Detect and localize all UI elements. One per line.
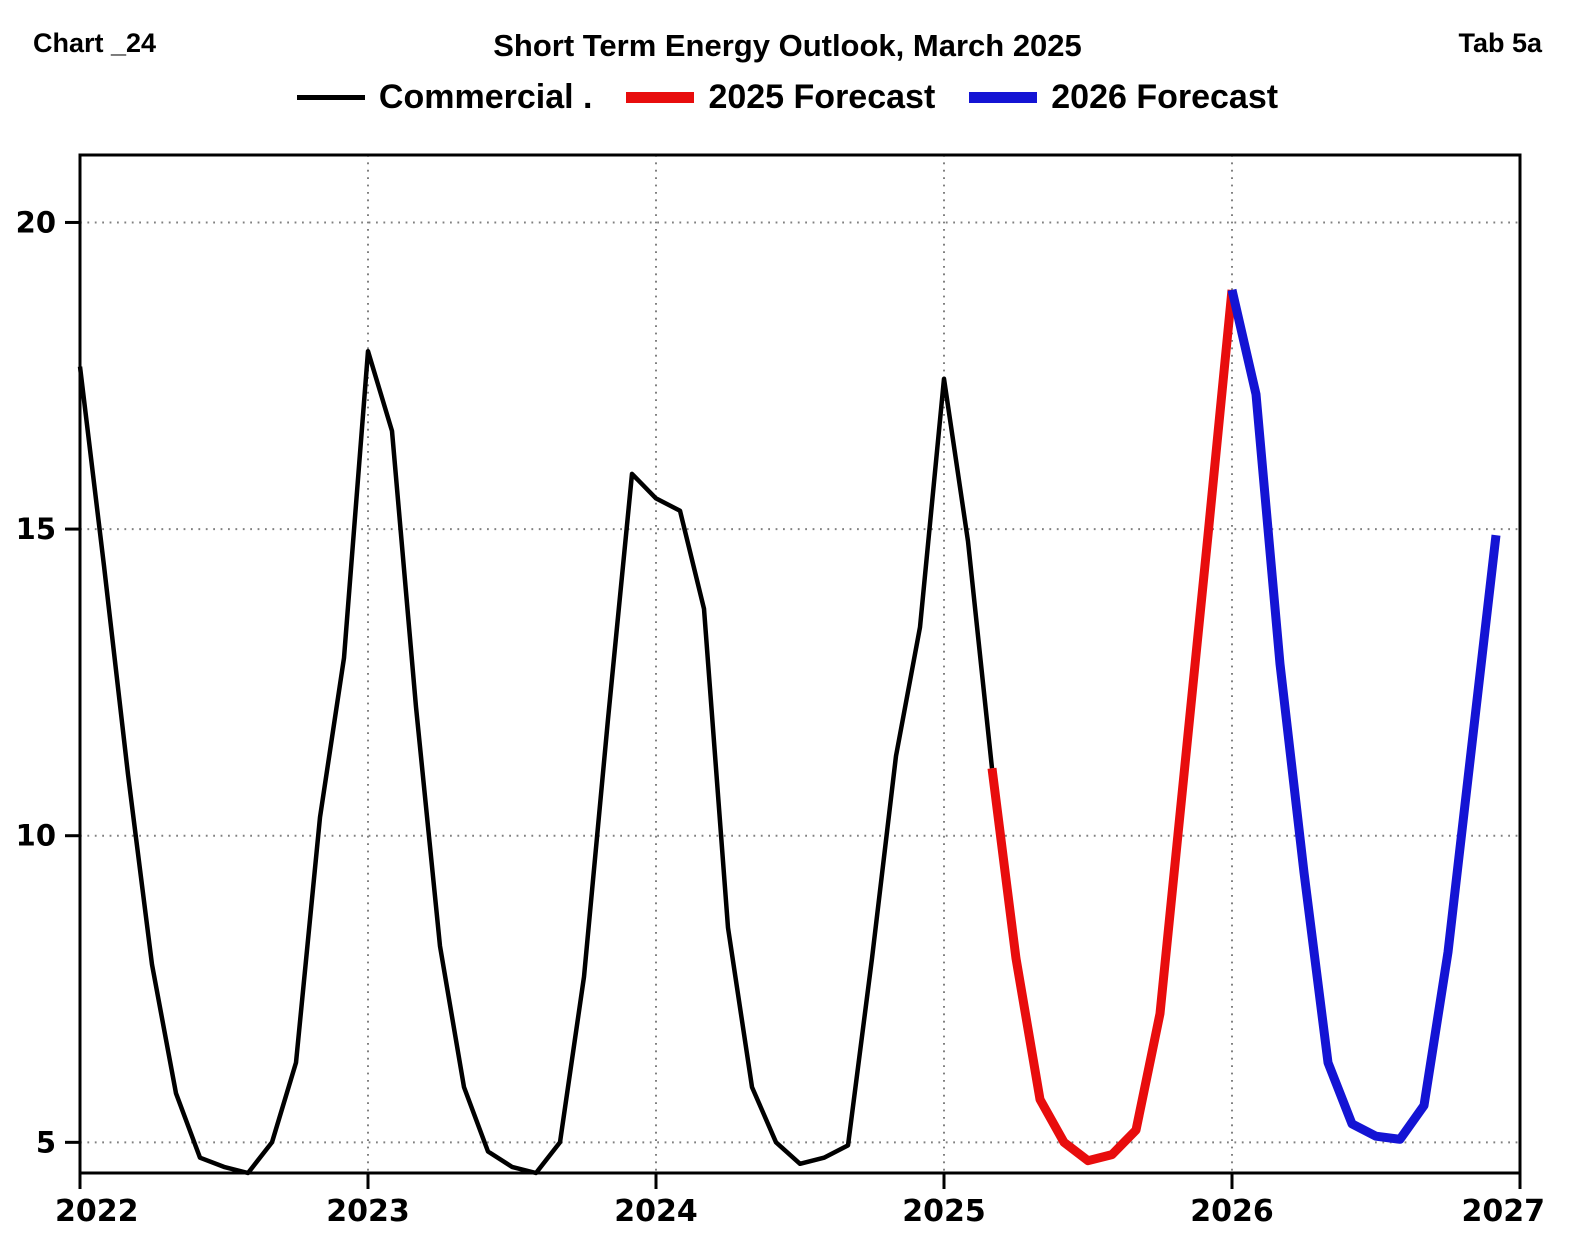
y-tick-label-20: 20 (16, 205, 56, 239)
legend-item-commercial: Commercial . (296, 78, 593, 117)
legend-label-2025-forecast: 2025 Forecast (708, 78, 936, 116)
legend-item-2026-forecast: 2026 Forecast (969, 78, 1278, 117)
y-tick-label-5: 5 (36, 1125, 56, 1159)
chart-reference-label: Chart _24 (33, 28, 157, 58)
legend-label-2026-forecast: 2026 Forecast (1051, 78, 1279, 116)
series-line-2026-forecast (1227, 288, 1501, 1144)
forecast-2026-line-swatch (969, 92, 1038, 103)
chart-legend: Commercial . 2025 Forecast 2026 Forecast (0, 78, 1575, 117)
series-line-commercial (77, 348, 995, 1176)
x-tick-label-2024: 2024 (614, 1194, 698, 1229)
x-tick-label-2022: 2022 (55, 1194, 139, 1229)
legend-label-commercial: Commercial . (378, 78, 593, 116)
series-line-2025-forecast (987, 289, 1237, 1166)
y-tick-label-10: 10 (16, 819, 56, 853)
x-tick-label-2027: 2027 (1462, 1194, 1546, 1229)
commercial-line-swatch (296, 95, 365, 100)
plot-border (78, 153, 1522, 1175)
legend-item-2025-forecast: 2025 Forecast (626, 78, 935, 117)
x-tick-label-2026: 2026 (1190, 1194, 1274, 1229)
page-title: Short Term Energy Outlook, March 2025 (493, 28, 1082, 63)
x-tick-label-2025: 2025 (902, 1194, 986, 1229)
forecast-2025-line-swatch (626, 92, 695, 103)
tab-reference-label: Tab 5a (1458, 28, 1542, 58)
y-tick-label-15: 15 (16, 512, 56, 546)
page-header: Chart _24 Short Term Energy Outlook, Mar… (0, 28, 1575, 68)
x-tick-label-2023: 2023 (326, 1194, 410, 1229)
